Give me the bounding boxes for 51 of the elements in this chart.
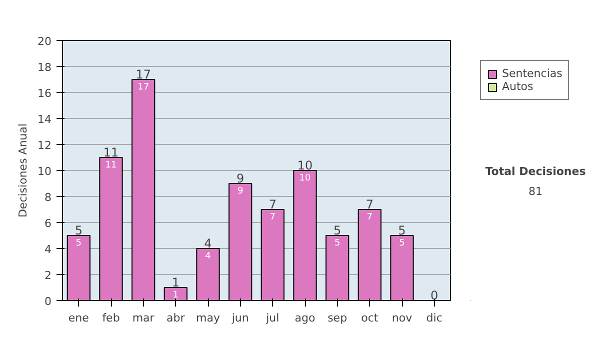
x-tick-label: may xyxy=(196,312,220,324)
x-tick-label: ene xyxy=(68,312,90,324)
x-tick-label: mar xyxy=(132,312,155,324)
x-tick-label: sep xyxy=(328,312,348,324)
y-tick-label: 20 xyxy=(38,35,52,48)
y-tick-label: 4 xyxy=(44,243,52,256)
y-tick-label: 16 xyxy=(38,87,52,100)
data-label: 11 xyxy=(105,160,117,170)
total-label: 5 xyxy=(398,224,406,238)
total-label: 1 xyxy=(172,276,180,290)
y-tick-label: 2 xyxy=(44,269,52,282)
y-axis-title: Decisiones Anual xyxy=(16,123,30,218)
total-label: 5 xyxy=(334,224,342,238)
text: Total Decisiones xyxy=(485,165,586,178)
total-label: 7 xyxy=(268,198,276,212)
text: 81 xyxy=(528,184,542,198)
legend-label: Autos xyxy=(502,80,534,93)
x-tick-label: jun xyxy=(230,312,249,324)
data-label: 9 xyxy=(237,186,244,196)
x-tick-label: feb xyxy=(102,312,120,324)
data-label: 17 xyxy=(138,82,150,92)
total-label: 5 xyxy=(74,224,82,238)
total-label: 17 xyxy=(136,68,151,82)
y-tick-label: 12 xyxy=(38,139,52,152)
legend-label: Sentencias xyxy=(502,67,562,80)
x-tick-label: dic xyxy=(426,312,442,324)
data-label: 7 xyxy=(366,212,373,222)
data-label: 5 xyxy=(76,238,82,248)
total-label: 0 xyxy=(430,288,438,302)
y-tick-label: 6 xyxy=(44,217,52,230)
total-label: 10 xyxy=(297,158,313,172)
x-tick-label: ago xyxy=(294,312,316,324)
x-tick-label: oct xyxy=(361,312,379,324)
data-label: 1 xyxy=(172,290,179,300)
data-label: 7 xyxy=(270,212,276,222)
total-label: 7 xyxy=(366,198,374,212)
data-label: 4 xyxy=(205,252,212,262)
total-label: 4 xyxy=(204,236,212,250)
y-tick-label: 0 xyxy=(44,295,52,308)
y-tick-label: 18 xyxy=(38,61,52,74)
data-label: 5 xyxy=(399,238,405,248)
data-label: 5 xyxy=(334,238,340,248)
y-tick-label: 10 xyxy=(38,165,52,178)
data-label: 10 xyxy=(299,174,311,184)
x-tick-label: jul xyxy=(265,312,280,324)
x-tick-label: nov xyxy=(392,312,413,324)
total-label: 9 xyxy=(236,172,244,186)
total-label: 11 xyxy=(103,146,119,160)
y-tick-label: 8 xyxy=(44,191,52,204)
y-tick-label: 14 xyxy=(38,113,52,126)
x-tick-label: abr xyxy=(166,312,186,324)
